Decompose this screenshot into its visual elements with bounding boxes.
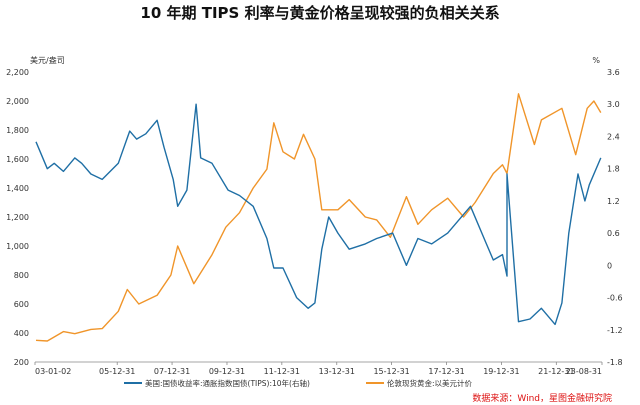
legend-label-gold: 伦敦现货黄金:以美元计价	[387, 378, 473, 388]
right-axis-unit: %	[592, 56, 600, 65]
right-axis-tick-label: 3.6	[607, 68, 620, 77]
right-axis-tick-label: -0.6	[607, 294, 623, 303]
right-axis: -1.8 -1.2 -0.6 0 0.6 1.2 1.8 2.4 3.0 3.6	[607, 68, 623, 367]
right-axis-tick-label: 2.4	[607, 132, 620, 141]
left-axis-tick-label: 800	[14, 271, 29, 280]
left-axis-tick-label: 600	[14, 300, 29, 309]
x-axis-tick-label: 11-12-31	[264, 367, 300, 376]
left-axis-unit: 美元/盎司	[30, 55, 65, 65]
series-layer	[35, 93, 602, 342]
x-axis-tick-label: 17-12-31	[428, 367, 464, 376]
x-axis-tick-label: 07-12-31	[154, 367, 190, 376]
left-axis-tick-label: 1,800	[6, 126, 29, 135]
x-axis-tick-label: 23-08-31	[566, 367, 602, 376]
chart-title: 10 年期 TIPS 利率与黄金价格呈现较强的负相关关系	[140, 4, 499, 22]
right-axis-tick-label: 0.6	[607, 229, 620, 238]
x-axis: 03-01-02 05-12-31 07-12-31 09-12-31 11-12-31…	[34, 362, 603, 376]
left-axis-tick-label: 1,200	[6, 213, 29, 222]
legend-label-tips: 美国:国债收益率:通胀指数国债(TIPS):10年(右轴)	[145, 378, 310, 388]
x-axis-tick-label: 15-12-31	[373, 367, 409, 376]
right-axis-tick-label: 1.8	[607, 165, 620, 174]
left-axis-tick-label: 200	[14, 358, 29, 367]
x-axis-tick-label: 21-12-31	[538, 367, 574, 376]
right-axis-tick-label: 3.0	[607, 100, 620, 109]
series-line-gold	[35, 93, 602, 342]
right-axis-tick-label: -1.8	[607, 358, 623, 367]
left-axis: 200 400 600 800 1,000 1,200 1,400 1,600 1,800 2,0…	[6, 68, 29, 367]
left-axis-tick-label: 1,400	[6, 184, 29, 193]
right-axis-tick-label: -1.2	[607, 326, 623, 335]
x-axis-tick-label: 09-12-31	[209, 367, 245, 376]
x-axis-tick-label: 19-12-31	[483, 367, 519, 376]
left-axis-tick-label: 1,600	[6, 155, 29, 164]
left-axis-tick-label: 400	[14, 329, 29, 338]
left-axis-tick-label: 2,000	[6, 97, 29, 106]
x-axis-tick-label: 03-01-02	[35, 367, 71, 376]
left-axis-tick-label: 1,000	[6, 242, 29, 251]
right-axis-tick-label: 0	[607, 261, 612, 270]
series-line-tips	[35, 103, 602, 326]
data-source: 数据来源：Wind，星图金融研究院	[472, 392, 612, 404]
left-axis-tick-label: 2,200	[6, 68, 29, 77]
x-axis-tick-label: 05-12-31	[99, 367, 135, 376]
right-axis-tick-label: 1.2	[607, 197, 620, 206]
x-axis-tick-label: 13-12-31	[319, 367, 355, 376]
